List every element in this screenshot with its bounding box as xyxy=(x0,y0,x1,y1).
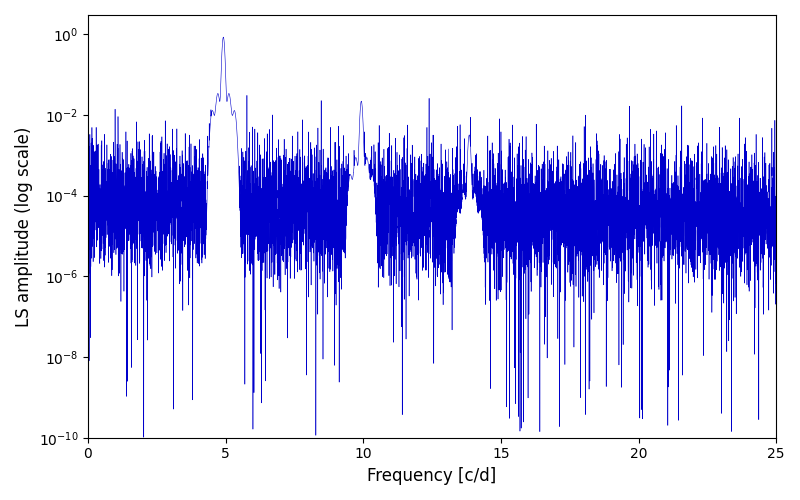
Y-axis label: LS amplitude (log scale): LS amplitude (log scale) xyxy=(15,126,33,326)
X-axis label: Frequency [c/d]: Frequency [c/d] xyxy=(367,467,497,485)
